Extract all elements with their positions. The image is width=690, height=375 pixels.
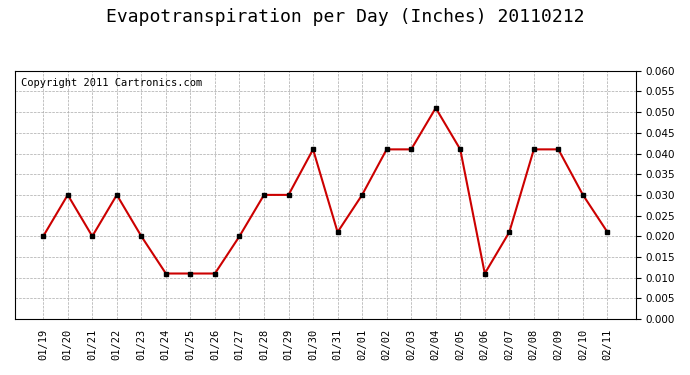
Text: Copyright 2011 Cartronics.com: Copyright 2011 Cartronics.com [21, 78, 202, 88]
Text: Evapotranspiration per Day (Inches) 20110212: Evapotranspiration per Day (Inches) 2011… [106, 8, 584, 26]
